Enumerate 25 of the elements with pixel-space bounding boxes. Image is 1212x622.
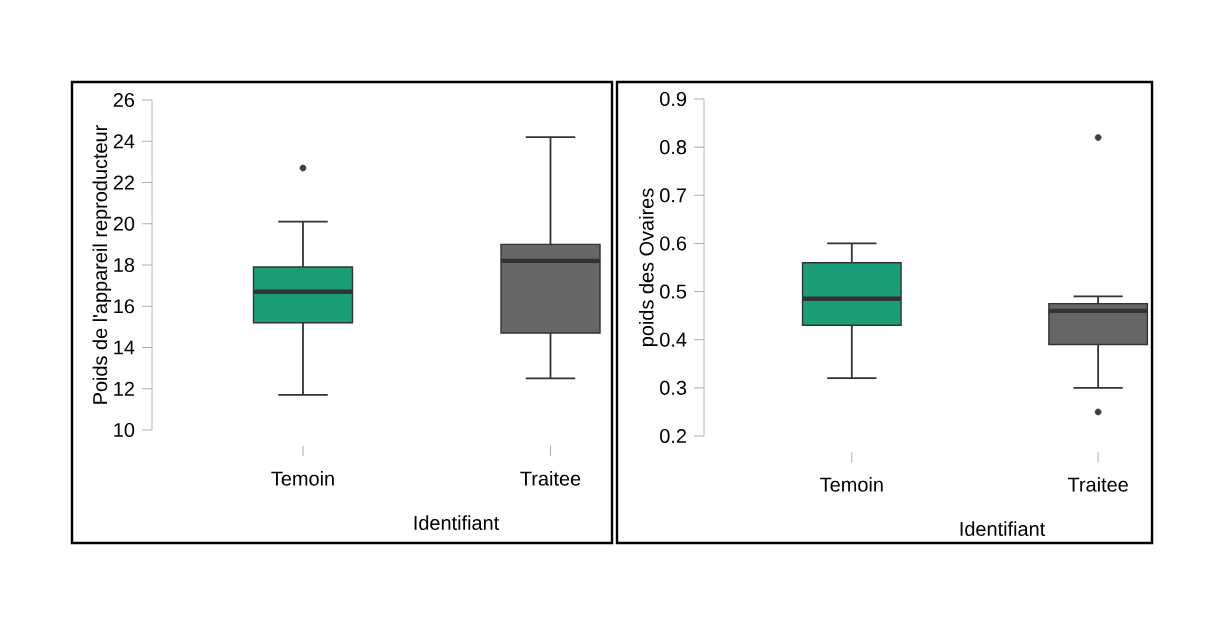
y-tick-label: 0.4 [660, 332, 687, 347]
y-axis-title: Poids de l'appareil reproducteur [92, 125, 112, 404]
x-tick-label: Traitee [520, 471, 581, 486]
y-tick-label: 24 [113, 134, 135, 149]
y-tick-label: 0.8 [660, 140, 687, 155]
y-tick-label: 0.3 [660, 380, 687, 395]
y-tick-label: 0.5 [660, 284, 687, 299]
y-tick-label: 22 [113, 175, 134, 190]
y-tick-label: 10 [114, 422, 135, 438]
y-tick-label: 16 [114, 299, 135, 314]
y-axis-title: poids des Ovaires [639, 188, 658, 346]
x-tick-label: Temoin [271, 471, 334, 486]
y-tick-label: 0.6 [660, 236, 687, 251]
x-axis-title: Identifiant [414, 515, 500, 530]
y-tick-label: 20 [113, 216, 135, 231]
y-tick-label: 0.9 [660, 91, 687, 107]
y-tick-label: 0.2 [660, 428, 686, 444]
y-tick-label: 18 [114, 257, 135, 273]
y-tick-label: 26 [113, 92, 135, 108]
x-tick-label: Traitee [1067, 477, 1128, 492]
y-tick-label: 12 [114, 381, 134, 396]
x-tick-label: Temoin [820, 477, 883, 492]
x-axis-title: Identifiant [960, 521, 1046, 536]
y-tick-label: 14 [114, 340, 135, 355]
y-tick-label: 0.7 [660, 188, 686, 203]
